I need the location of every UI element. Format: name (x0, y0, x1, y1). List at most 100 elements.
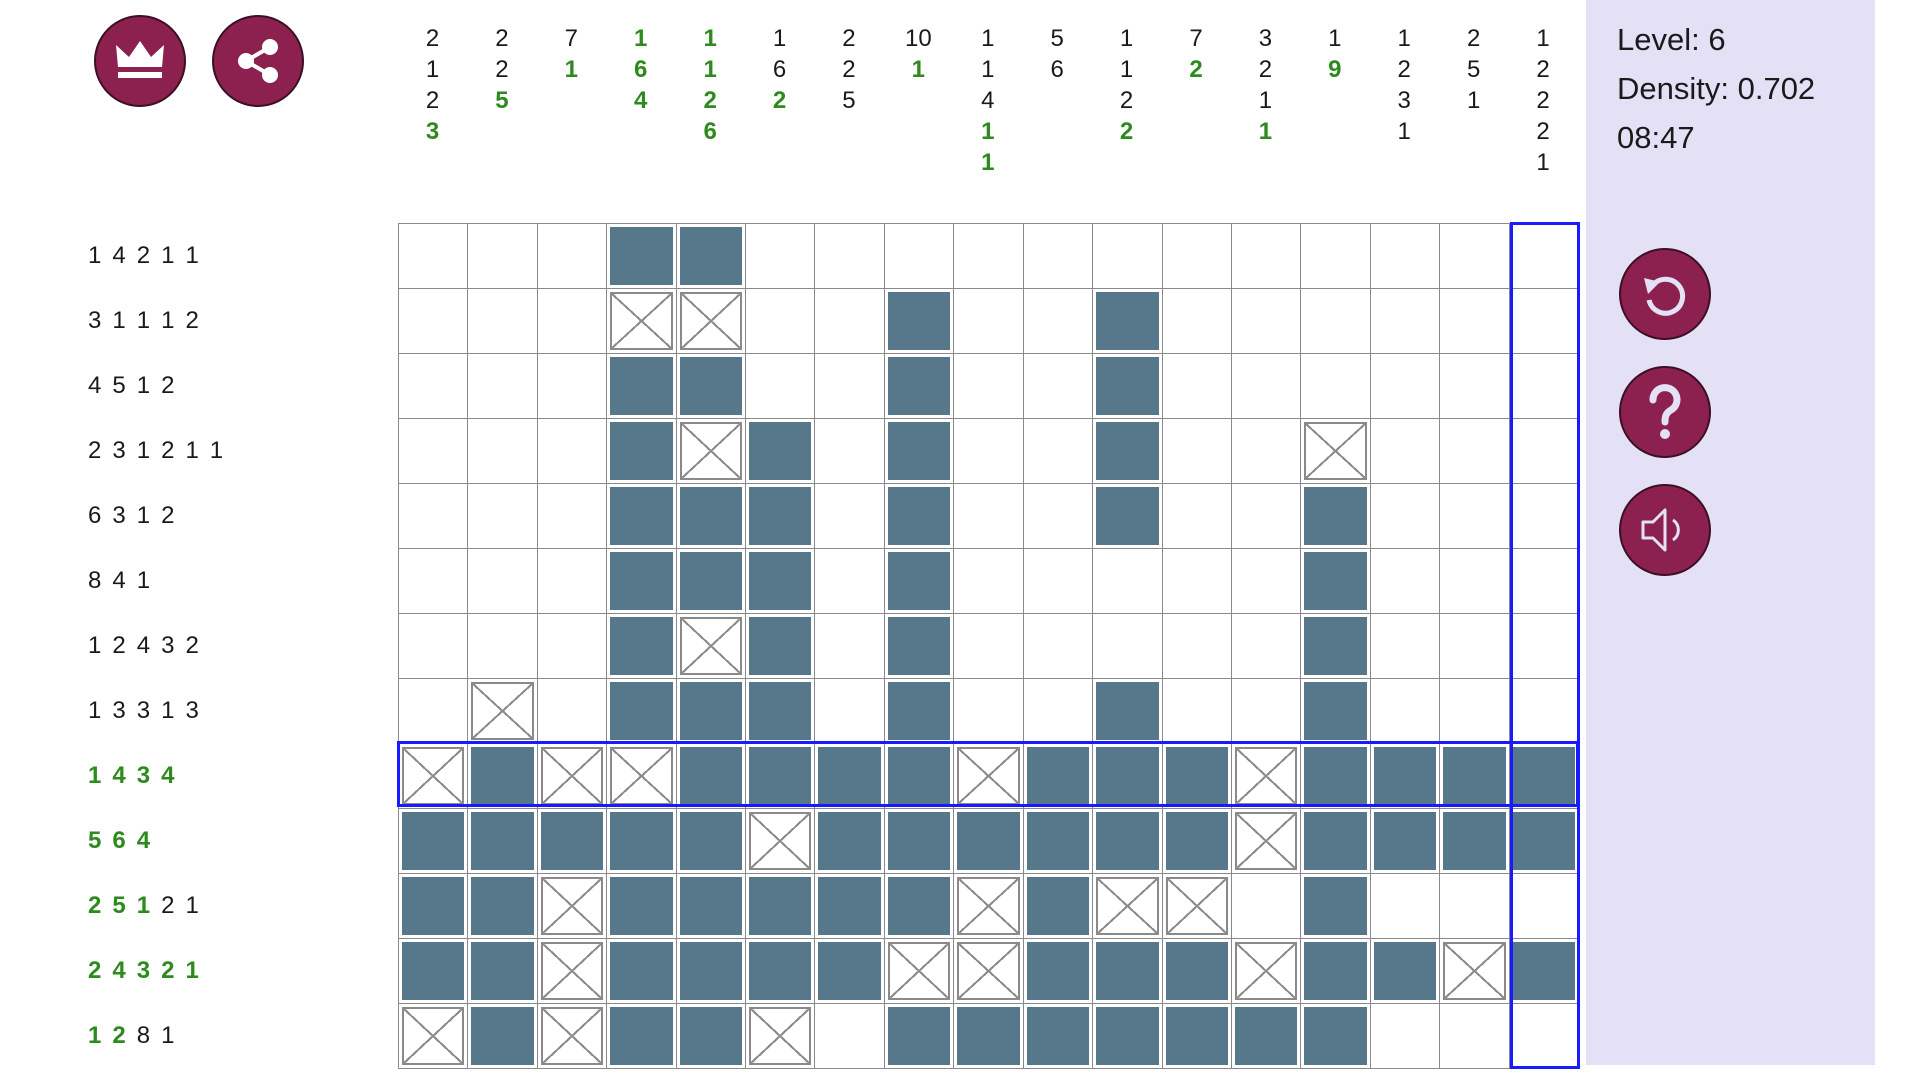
cell-empty[interactable] (1093, 549, 1163, 614)
cell-empty[interactable] (537, 484, 608, 549)
cell-empty[interactable] (1231, 614, 1302, 679)
cell-empty[interactable] (537, 224, 608, 289)
cell-filled[interactable] (1023, 809, 1094, 874)
cell-filled[interactable] (1023, 874, 1094, 939)
cell-empty[interactable] (537, 289, 608, 354)
cell-empty[interactable] (954, 484, 1024, 549)
share-button[interactable] (212, 15, 304, 107)
cell-filled[interactable] (537, 809, 608, 874)
cell-empty[interactable] (468, 614, 538, 679)
cell-empty[interactable] (954, 549, 1024, 614)
cell-empty[interactable] (1440, 224, 1510, 289)
cell-empty[interactable] (1370, 419, 1441, 484)
cell-filled[interactable] (746, 744, 816, 809)
cell-filled[interactable] (1093, 484, 1163, 549)
cell-filled[interactable] (746, 484, 816, 549)
cell-empty[interactable] (1440, 289, 1510, 354)
cell-filled[interactable] (1370, 939, 1441, 1004)
cell-filled[interactable] (468, 874, 538, 939)
cell-empty[interactable] (1509, 1004, 1579, 1069)
cell-empty[interactable] (1023, 549, 1094, 614)
cell-filled[interactable] (676, 354, 747, 419)
cell-empty[interactable] (1231, 484, 1302, 549)
cell-empty[interactable] (1370, 1004, 1441, 1069)
cell-empty[interactable] (1301, 289, 1371, 354)
cell-filled[interactable] (746, 614, 816, 679)
cell-filled[interactable] (746, 874, 816, 939)
cell-filled[interactable] (1301, 549, 1371, 614)
cell-filled[interactable] (1440, 809, 1510, 874)
cell-crossed[interactable] (1440, 939, 1510, 1004)
cell-empty[interactable] (1301, 354, 1371, 419)
cell-crossed[interactable] (954, 744, 1024, 809)
cell-filled[interactable] (1301, 744, 1371, 809)
cell-filled[interactable] (884, 289, 955, 354)
cell-empty[interactable] (815, 224, 885, 289)
cell-empty[interactable] (1023, 224, 1094, 289)
cell-filled[interactable] (1509, 809, 1579, 874)
cell-crossed[interactable] (1231, 744, 1302, 809)
cell-empty[interactable] (1509, 484, 1579, 549)
cell-empty[interactable] (1162, 484, 1232, 549)
cell-empty[interactable] (815, 679, 885, 744)
cell-filled[interactable] (1301, 809, 1371, 874)
cell-empty[interactable] (399, 224, 469, 289)
cell-empty[interactable] (1370, 224, 1441, 289)
cell-filled[interactable] (1093, 744, 1163, 809)
restart-button[interactable] (1619, 248, 1711, 340)
cell-crossed[interactable] (1301, 419, 1371, 484)
cell-empty[interactable] (399, 484, 469, 549)
cell-empty[interactable] (746, 289, 816, 354)
cell-empty[interactable] (1509, 354, 1579, 419)
cell-empty[interactable] (1023, 354, 1094, 419)
cell-empty[interactable] (1509, 224, 1579, 289)
cell-empty[interactable] (1093, 224, 1163, 289)
cell-filled[interactable] (815, 809, 885, 874)
cell-empty[interactable] (1370, 874, 1441, 939)
cell-empty[interactable] (1023, 419, 1094, 484)
cell-filled[interactable] (607, 354, 677, 419)
cell-empty[interactable] (1093, 614, 1163, 679)
cell-empty[interactable] (468, 354, 538, 419)
cell-filled[interactable] (954, 1004, 1024, 1069)
cell-crossed[interactable] (537, 1004, 608, 1069)
cell-filled[interactable] (607, 679, 677, 744)
cell-filled[interactable] (1440, 744, 1510, 809)
cell-crossed[interactable] (1231, 939, 1302, 1004)
cell-crossed[interactable] (746, 1004, 816, 1069)
cell-empty[interactable] (954, 224, 1024, 289)
cell-filled[interactable] (1093, 679, 1163, 744)
cell-empty[interactable] (1370, 549, 1441, 614)
cell-empty[interactable] (1023, 289, 1094, 354)
cell-crossed[interactable] (399, 1004, 469, 1069)
cell-empty[interactable] (1231, 874, 1302, 939)
puzzle-grid[interactable] (398, 223, 1579, 1069)
cell-empty[interactable] (399, 354, 469, 419)
cell-filled[interactable] (884, 679, 955, 744)
cell-filled[interactable] (607, 809, 677, 874)
cell-crossed[interactable] (1231, 809, 1302, 874)
cell-empty[interactable] (1440, 484, 1510, 549)
cell-filled[interactable] (1093, 809, 1163, 874)
cell-empty[interactable] (1301, 224, 1371, 289)
cell-empty[interactable] (1162, 224, 1232, 289)
cell-crossed[interactable] (954, 939, 1024, 1004)
cell-filled[interactable] (468, 809, 538, 874)
crown-button[interactable] (94, 15, 186, 107)
cell-crossed[interactable] (676, 289, 747, 354)
cell-crossed[interactable] (676, 614, 747, 679)
cell-empty[interactable] (1231, 289, 1302, 354)
cell-empty[interactable] (1162, 289, 1232, 354)
cell-filled[interactable] (676, 874, 747, 939)
cell-empty[interactable] (815, 484, 885, 549)
cell-empty[interactable] (1162, 679, 1232, 744)
cell-crossed[interactable] (537, 744, 608, 809)
cell-filled[interactable] (468, 1004, 538, 1069)
cell-empty[interactable] (1370, 289, 1441, 354)
cell-filled[interactable] (1162, 939, 1232, 1004)
cell-filled[interactable] (607, 484, 677, 549)
cell-empty[interactable] (399, 614, 469, 679)
help-button[interactable] (1619, 366, 1711, 458)
cell-filled[interactable] (1162, 744, 1232, 809)
cell-filled[interactable] (676, 484, 747, 549)
